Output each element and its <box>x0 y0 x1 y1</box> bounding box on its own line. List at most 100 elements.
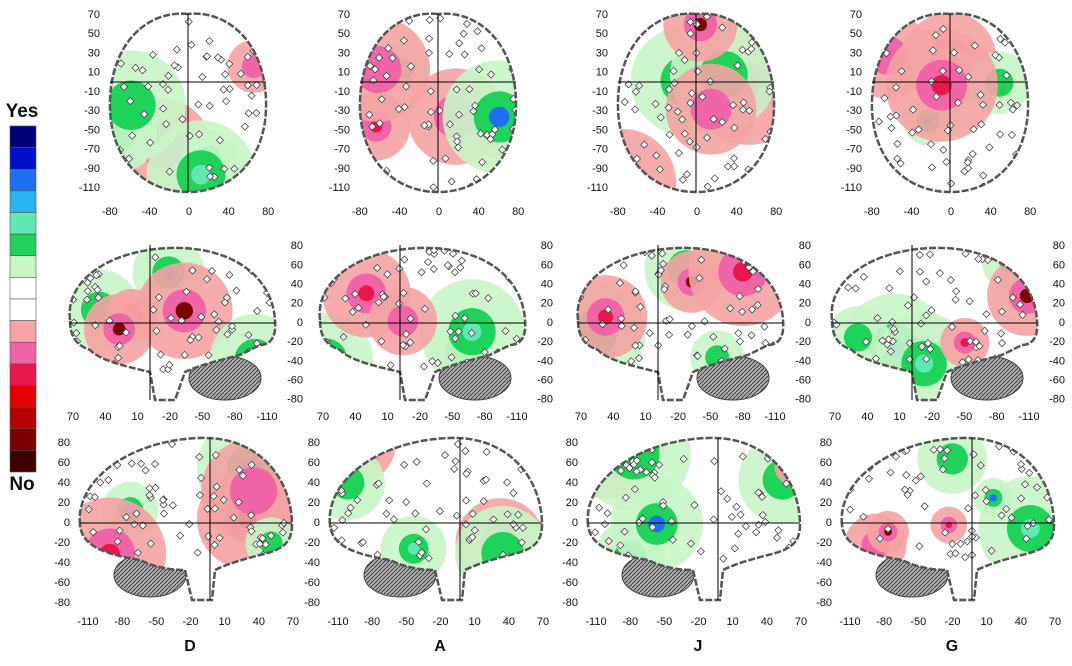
brain-panel: 80 60 40 20 0 -20 -40 -60 -80 70 40 10 -20 -50 -80 -110 <box>829 240 1065 423</box>
electrode <box>512 334 521 343</box>
electrode <box>1022 159 1029 168</box>
electrode <box>976 461 985 470</box>
electrode <box>105 454 114 463</box>
electrode <box>525 440 535 449</box>
electrode <box>939 145 948 154</box>
x-tick-label: 80 <box>512 206 524 218</box>
x-tick-label: -50 <box>702 411 718 423</box>
electrode <box>490 125 499 134</box>
electrode <box>482 447 491 456</box>
y-tick-label: -60 <box>1049 375 1065 387</box>
electrode <box>648 523 657 532</box>
electrode <box>650 473 659 482</box>
electrode <box>768 55 775 64</box>
electrode <box>115 526 124 535</box>
y-tick-label: 0 <box>826 517 832 529</box>
electrode <box>460 314 469 323</box>
electrode <box>119 13 128 21</box>
electrode <box>498 145 507 154</box>
electrode <box>850 445 859 454</box>
electrode <box>374 479 383 488</box>
electrode <box>195 491 204 500</box>
electrode <box>445 120 454 129</box>
electrode <box>468 533 477 542</box>
y-tick-label: -80 <box>816 597 832 609</box>
activation-core <box>489 106 510 128</box>
electrode <box>660 285 669 294</box>
electrode <box>193 548 202 557</box>
activation-blob <box>319 338 348 381</box>
colorbar-segment <box>9 320 37 343</box>
electrode <box>212 482 221 491</box>
electrode <box>670 79 679 88</box>
electrode <box>922 277 931 286</box>
column-label: G <box>946 638 958 655</box>
electrode <box>113 537 122 546</box>
y-tick-label: -80 <box>1049 394 1065 406</box>
electrode <box>385 18 394 27</box>
x-tick-label: -80 <box>864 206 880 218</box>
x-tick-label: -80 <box>364 616 380 628</box>
y-tick-label: -60 <box>537 375 553 387</box>
electrode <box>122 328 131 337</box>
electrode <box>871 354 880 363</box>
column-label: D <box>184 638 196 655</box>
electrode <box>475 65 484 74</box>
electrode <box>1006 98 1016 107</box>
electrode <box>896 159 905 168</box>
y-tick-label: 10 <box>88 67 100 79</box>
electrode <box>377 337 386 346</box>
electrode <box>849 358 858 367</box>
y-tick-label: 60 <box>799 259 811 271</box>
colorbar-segment <box>9 406 37 430</box>
x-tick-label: -80 <box>477 411 493 423</box>
electrode <box>220 298 229 307</box>
electrode <box>620 527 629 536</box>
electrode <box>188 266 197 275</box>
electrode <box>126 97 135 106</box>
electrode <box>873 451 882 460</box>
electrode <box>753 301 762 310</box>
electrode <box>645 329 654 338</box>
electrode <box>454 143 463 152</box>
electrode <box>887 124 896 133</box>
electrode <box>886 347 895 356</box>
electrode <box>665 130 674 139</box>
electrode <box>947 322 957 331</box>
activation-map <box>109 13 267 192</box>
electrode <box>212 325 221 334</box>
electrode <box>883 524 893 533</box>
electrode <box>337 536 346 545</box>
y-tick-label: -80 <box>537 394 553 406</box>
electrode <box>1030 447 1039 456</box>
electrode <box>956 539 965 548</box>
electrode <box>234 498 243 507</box>
electrode <box>726 304 735 313</box>
electrode <box>1023 521 1032 531</box>
x-tick-label: -110 <box>1018 411 1039 423</box>
electrode <box>659 259 668 268</box>
electrode <box>692 20 701 29</box>
electrode <box>165 360 174 369</box>
y-tick-label: -60 <box>287 375 303 387</box>
electrode <box>998 339 1007 348</box>
electrode <box>156 350 165 359</box>
electrode <box>632 456 642 465</box>
electrode <box>89 447 98 456</box>
electrode <box>687 322 696 331</box>
electrode <box>425 15 434 24</box>
brain-panel: 70 50 30 10 -10 -30 -50 -70 -90 -110-80 -40 0 40 80 <box>841 9 1037 218</box>
x-tick-label: 0 <box>436 206 442 218</box>
electrode <box>1022 534 1031 543</box>
brain-outline-stroke <box>328 436 544 602</box>
electrode <box>760 322 769 331</box>
electrode <box>736 510 745 519</box>
electrode <box>1008 293 1017 302</box>
x-tick-label: 40 <box>761 616 773 628</box>
electrode <box>451 457 460 466</box>
electrode <box>471 101 480 110</box>
electrode <box>696 547 705 556</box>
y-tick-label: 20 <box>58 497 70 509</box>
electrode <box>668 535 677 544</box>
electrode <box>422 479 431 488</box>
